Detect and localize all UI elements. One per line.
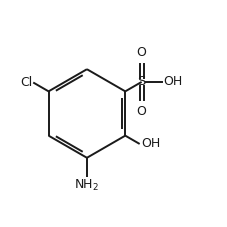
Text: S: S: [137, 75, 146, 89]
Text: Cl: Cl: [20, 76, 32, 89]
Text: OH: OH: [163, 75, 182, 89]
Text: OH: OH: [141, 138, 160, 151]
Text: O: O: [137, 105, 146, 118]
Text: O: O: [137, 46, 146, 59]
Text: NH$_2$: NH$_2$: [74, 178, 99, 193]
